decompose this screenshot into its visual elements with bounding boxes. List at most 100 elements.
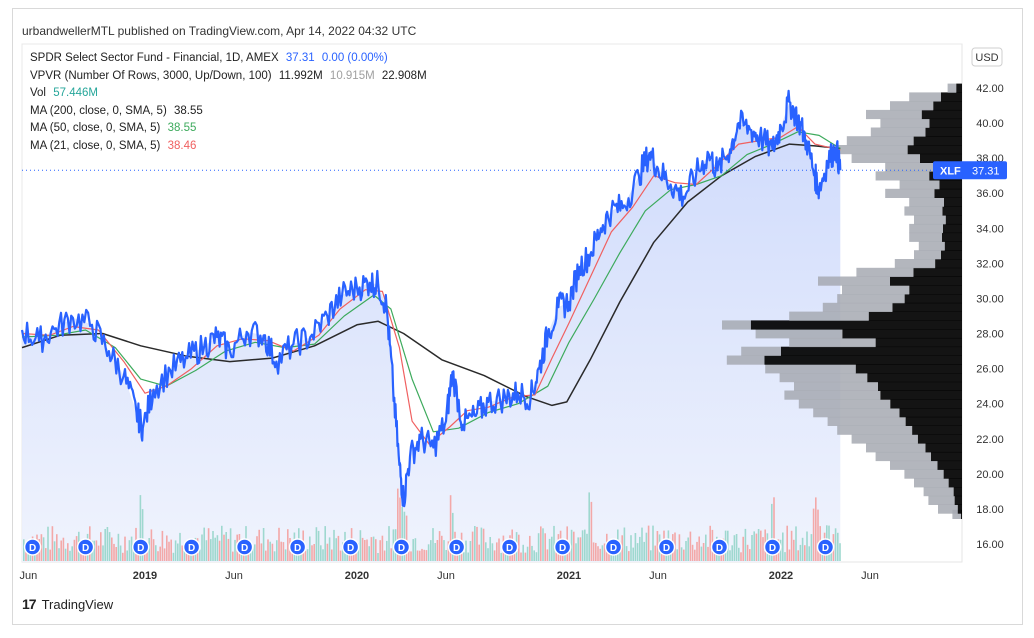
dividend-marker-circle-13	[710, 538, 729, 556]
volume-bar-203	[469, 541, 472, 561]
volume-bar-191	[443, 540, 445, 561]
volume-bar-140	[331, 549, 333, 561]
dividend-marker-14[interactable]: D	[763, 538, 782, 556]
dividend-marker-12[interactable]: D	[657, 538, 676, 556]
volume-bar-210	[485, 542, 487, 561]
dividend-marker-0[interactable]: D	[23, 538, 42, 556]
volume-bar-113	[271, 543, 274, 561]
volume-bar-91	[223, 534, 225, 561]
dividend-marker-label-6: D	[347, 543, 354, 554]
volume-bar-119	[284, 549, 287, 561]
vpvr-down-49	[947, 83, 957, 93]
dividend-marker-label-5: D	[294, 543, 301, 554]
vpvr-up-4	[948, 478, 962, 488]
volume-bar-193	[447, 541, 450, 561]
volume-bar-102	[247, 552, 249, 561]
volume-bar-129	[306, 549, 309, 561]
dividend-marker-11[interactable]: D	[604, 538, 623, 556]
volume-bar-118	[282, 542, 285, 561]
volume-bar-33	[95, 540, 98, 561]
vpvr-up-21	[842, 329, 962, 339]
legend-ma21-row[interactable]: MA (21, close, 0, SMA, 5) 38.46	[30, 138, 427, 156]
volume-bar-335	[760, 530, 762, 561]
legend-ma50-row[interactable]: MA (50, close, 0, SMA, 5) 38.55	[30, 120, 427, 138]
dividend-marker-9[interactable]: D	[500, 538, 519, 556]
volume-bar-339	[768, 550, 771, 561]
volume-bar-286	[652, 525, 654, 561]
legend-volume-row[interactable]: Vol 57.446M	[30, 85, 427, 103]
volume-bar-332	[753, 531, 755, 561]
volume-bar-47	[126, 550, 128, 561]
volume-bar-305	[694, 549, 696, 561]
dividend-marker-3[interactable]: D	[182, 538, 201, 556]
volume-bar-255	[584, 529, 586, 561]
vpvr-up-18	[764, 355, 962, 365]
volume-bar-275	[628, 551, 630, 561]
dividend-marker-circle-0	[23, 538, 42, 556]
volume-bar-234	[537, 533, 540, 561]
volume-bar-136	[322, 549, 324, 561]
dividend-marker-15[interactable]: D	[816, 538, 835, 556]
dividend-marker-13[interactable]: D	[710, 538, 729, 556]
dividend-marker-4[interactable]: D	[235, 538, 254, 556]
dividend-marker-8[interactable]: D	[447, 538, 466, 556]
volume-bar-213	[491, 543, 494, 561]
dividend-marker-1[interactable]: D	[76, 538, 95, 556]
volume-bar-71	[179, 532, 181, 561]
volume-bar-32	[93, 540, 95, 561]
vpvr-up-24	[892, 302, 962, 312]
vpvr-down-7	[875, 451, 931, 462]
published-header: urbandwellerMTL published on TradingView…	[22, 24, 417, 38]
dividend-marker-10[interactable]: D	[553, 538, 572, 556]
volume-bar-195	[452, 512, 454, 561]
volume-bar-88	[216, 535, 219, 561]
legend-volume-value: 57.446M	[53, 87, 98, 99]
volume-bar-20	[67, 543, 69, 561]
vpvr-up-23	[868, 311, 962, 321]
volume-bar-34	[97, 545, 100, 561]
volume-bar-111	[267, 539, 269, 561]
volume-bar-242	[555, 546, 557, 561]
volume-bar-153	[359, 530, 362, 561]
volume-bar-104	[251, 546, 254, 561]
legend-ma200-row[interactable]: MA (200, close, 0, SMA, 5) 38.55	[30, 103, 427, 121]
vpvr-up-14	[880, 390, 962, 400]
dividend-marker-2[interactable]: D	[131, 538, 150, 556]
x-axis[interactable]: Jun 2019 Jun 2020 Jun 2021 Jun 2022 Jun	[19, 570, 878, 582]
volume-bar-145	[342, 542, 344, 561]
volume-bar-180	[419, 550, 421, 561]
vpvr-down-12	[813, 408, 900, 418]
dividend-marker-7[interactable]: D	[392, 538, 411, 556]
legend-volume-label: Vol	[30, 87, 46, 99]
volume-bar-63	[161, 530, 164, 561]
legend-vpvr-total: 22.908M	[381, 69, 427, 82]
vpvr-down-1	[938, 504, 958, 514]
currency-button[interactable]: USD	[971, 47, 1003, 67]
vpvr-up-5	[943, 469, 962, 479]
vpvr-up-17	[855, 364, 962, 374]
volume-bar-262	[599, 548, 601, 561]
volume-bar-81	[201, 534, 203, 561]
dividend-marker-circle-11	[604, 538, 623, 556]
x-tick-label-4: Jun	[437, 570, 455, 582]
legend-vpvr-row[interactable]: VPVR (Number Of Rows, 3000, Up/Down, 100…	[30, 68, 427, 86]
y-axis[interactable]: 16.00 18.00 20.00 22.00 24.00 26.00 28.00 30.00…	[976, 83, 1004, 551]
vpvr-up-20	[875, 337, 962, 348]
volume-bar-175	[408, 549, 410, 561]
volume-bar-45	[122, 552, 124, 561]
volume-bar-284	[647, 525, 650, 561]
x-tick-label-6: Jun	[649, 570, 667, 582]
legend-symbol-row[interactable]: SPDR Select Sector Fund - Financial, 1D,…	[30, 50, 427, 68]
volume-bar-89	[218, 540, 221, 561]
volume-bar-233	[535, 552, 538, 561]
dividend-marker-label-12: D	[663, 543, 670, 554]
volume-bar-263	[601, 545, 604, 561]
tradingview-logo[interactable]: 17 TradingView	[22, 596, 113, 612]
dividend-marker-6[interactable]: D	[341, 538, 360, 556]
volume-bar-187	[434, 543, 436, 561]
dividend-marker-5[interactable]: D	[288, 538, 307, 556]
volume-bar-144	[339, 550, 342, 561]
volume-bar-192	[445, 550, 447, 561]
